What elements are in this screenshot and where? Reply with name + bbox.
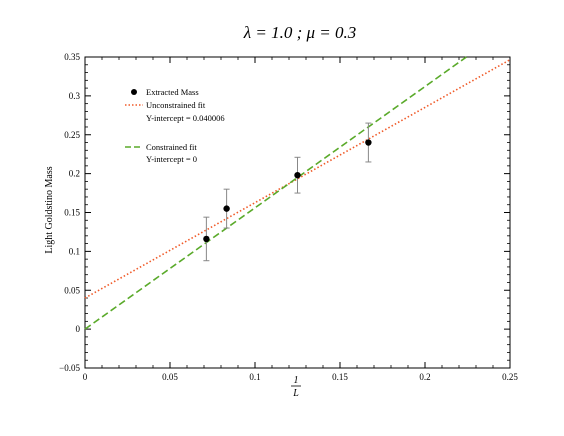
x-axis-label: 1 L <box>291 375 301 399</box>
x-tick-label: 0.2 <box>419 372 430 382</box>
x-tick-label: 0.05 <box>162 372 178 382</box>
legend-marker-points <box>131 89 137 95</box>
y-tick-label: 0.15 <box>64 208 80 218</box>
data-point <box>223 205 230 212</box>
x-tick-label: 0 <box>83 372 88 382</box>
y-tick-label: −0.05 <box>59 363 80 373</box>
y-tick-label: 0.1 <box>69 246 80 256</box>
y-tick-label: 0 <box>76 324 81 334</box>
legend-box <box>120 81 246 165</box>
legend-label-points: Extracted Mass <box>146 87 199 97</box>
x-tick-label: 0.15 <box>332 372 348 382</box>
chart-title: λ = 1.0 ; μ = 0.3 <box>243 23 357 42</box>
y-tick-label: 0.35 <box>64 52 80 62</box>
x-tick-label: 0.1 <box>249 372 260 382</box>
x-tick-label: 0.25 <box>502 372 518 382</box>
data-point <box>365 139 372 146</box>
fit-lines <box>84 56 511 330</box>
data-point <box>294 171 301 179</box>
data-point <box>203 235 210 243</box>
y-tick-label: 0.3 <box>69 91 81 101</box>
y-tick-label: 0.25 <box>64 130 80 140</box>
x-axis-label-numerator: 1 <box>294 375 299 386</box>
y-tick-label: 0.2 <box>69 169 80 179</box>
axis-ticks: 0 0.05 0.1 0.15 0.2 0.25−0.0500.050.10.150.20… <box>59 52 518 382</box>
legend-detail-unconstrained: Y-intercept = 0.040006 <box>146 113 225 123</box>
legend-label-unconstrained: Unconstrained fit <box>146 100 206 110</box>
legend: Extracted Mass Unconstrained fit Y-inter… <box>120 81 246 165</box>
x-axis-label-denominator: L <box>292 388 299 399</box>
legend-detail-constrained: Y-intercept = 0 <box>146 154 197 164</box>
y-axis-label: Light Goldstino Mass <box>44 166 55 253</box>
y-tick-label: 0.05 <box>64 285 80 295</box>
constrained-fit-line <box>84 56 467 330</box>
data-points <box>203 122 372 262</box>
legend-label-constrained: Constrained fit <box>146 142 197 152</box>
